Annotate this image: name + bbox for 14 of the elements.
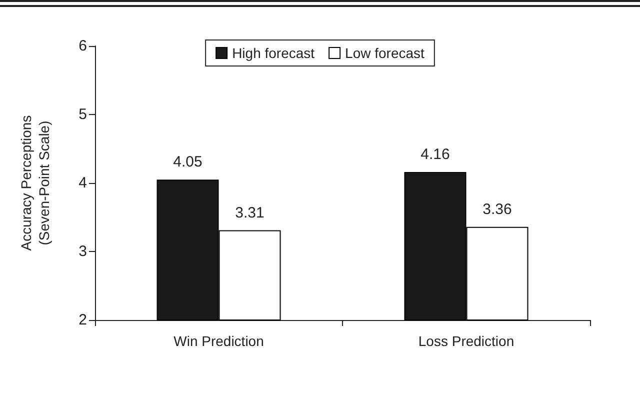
x-tick-label: Loss Prediction	[418, 333, 514, 349]
y-tick-label: 3	[78, 243, 87, 260]
data-label: 4.16	[420, 146, 450, 164]
legend-label: Low forecast	[345, 45, 425, 61]
y-tick-label: 4	[78, 174, 87, 192]
y-tick-label: 2	[78, 312, 87, 328]
y-tick-label: 5	[78, 106, 87, 123]
data-label: 4.05	[173, 154, 202, 171]
y-tick-label: 6	[78, 38, 87, 54]
data-label: 3.36	[482, 200, 512, 218]
data-label: 3.31	[235, 204, 264, 222]
x-tick-label: Win Prediction	[174, 333, 264, 349]
y-axis-title: Accuracy Perceptions (Seven-Point Scale)	[18, 115, 52, 251]
legend-label: High forecast	[232, 45, 315, 61]
